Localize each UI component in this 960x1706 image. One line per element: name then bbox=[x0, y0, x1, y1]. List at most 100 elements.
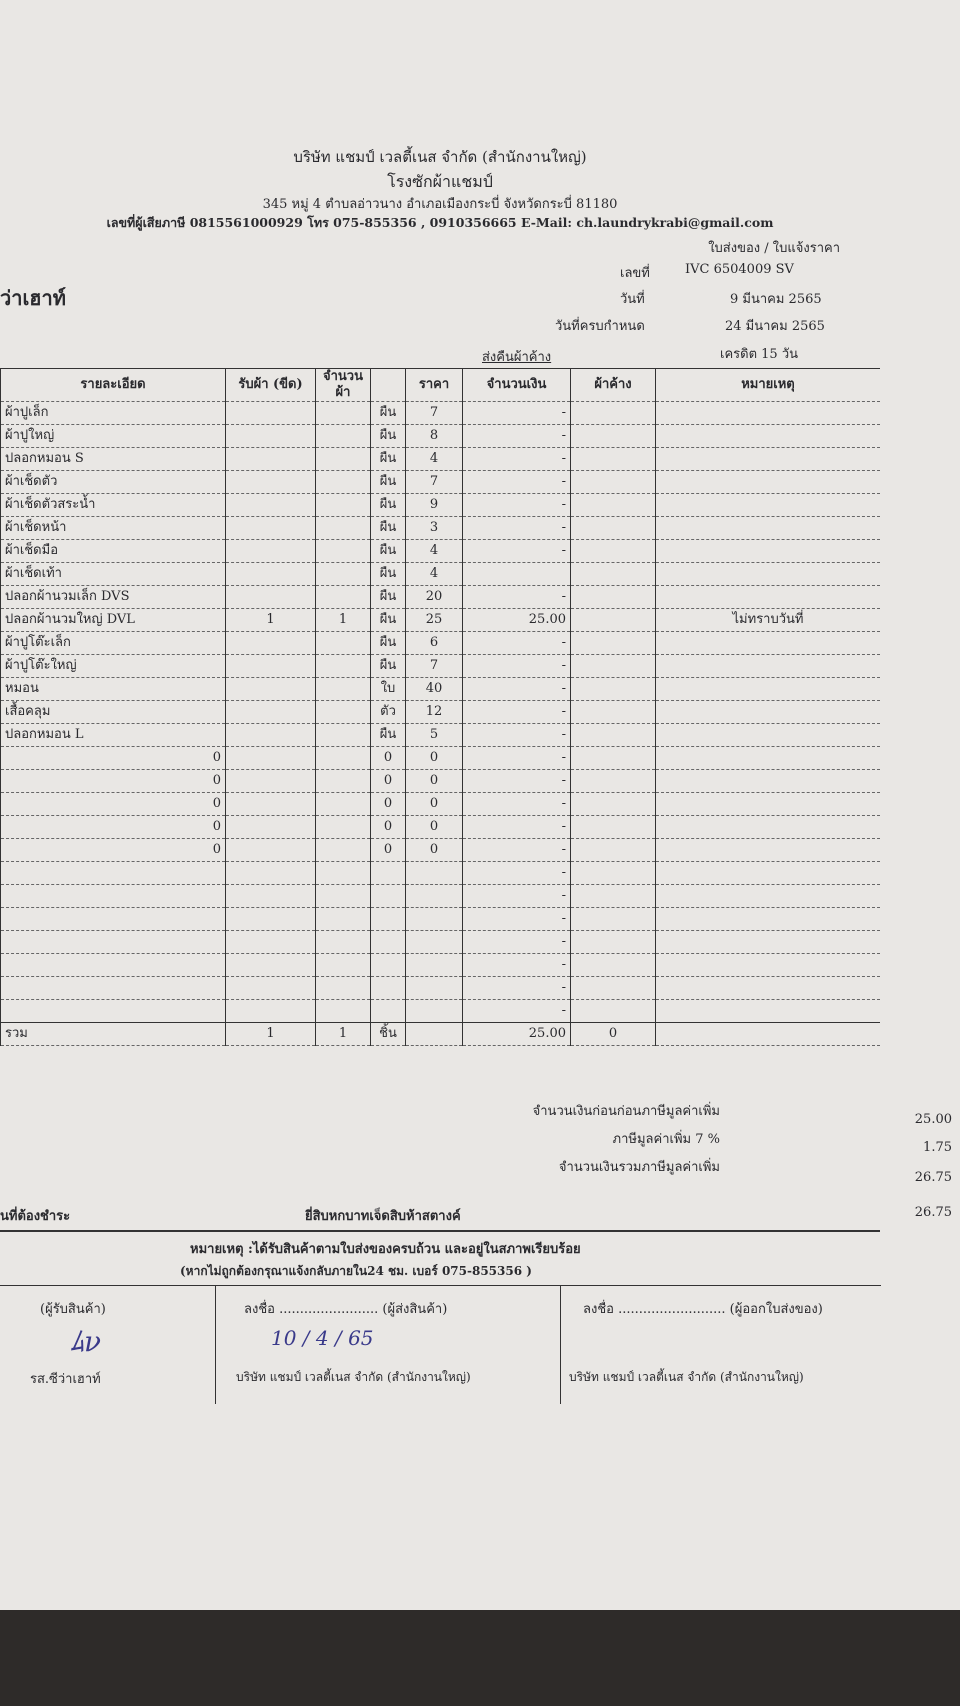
invoice-date: 9 มีนาคม 2565 bbox=[730, 292, 822, 307]
table-cell: 0 bbox=[370, 746, 406, 770]
handwritten-date: 10 / 4 / 65 bbox=[271, 1326, 374, 1350]
table-cell bbox=[570, 654, 656, 678]
table-cell bbox=[0, 884, 226, 908]
table-cell: 0 bbox=[0, 815, 226, 839]
subtotal-label: จำนวนเงินก่อนก่อนภาษีมูลค่าเพิ่ม bbox=[532, 1104, 720, 1119]
table-cell: 5 bbox=[405, 723, 463, 747]
table-cell bbox=[570, 493, 656, 517]
date-label: วันที่ bbox=[620, 292, 645, 307]
table-cell bbox=[315, 792, 371, 816]
due-date: 24 มีนาคม 2565 bbox=[725, 319, 825, 334]
table-row: ปลอกผ้านวมเล็ก DVS ผืน 20- bbox=[0, 585, 880, 609]
table-row: ผ้าเช็ดมือ ผืน 4- bbox=[0, 539, 880, 563]
table-cell: 0 bbox=[0, 838, 226, 862]
table-cell bbox=[315, 861, 371, 885]
table-cell: 1 bbox=[315, 608, 371, 632]
table-cell: 7 bbox=[405, 470, 463, 494]
table-cell bbox=[370, 930, 406, 954]
table-row: - bbox=[0, 907, 880, 931]
table-row: ผ้าปูโต๊ะเล็ก ผืน 6- bbox=[0, 631, 880, 655]
table-cell: 1 bbox=[315, 1022, 371, 1046]
table-cell: - bbox=[462, 493, 571, 517]
table-row: ปลอกผ้านวมใหญ่ DVL 1 1 ผืน 25 25.00 ไม่ทราบวัน… bbox=[0, 608, 880, 632]
table-cell bbox=[370, 884, 406, 908]
table-cell bbox=[315, 700, 371, 724]
table-cell bbox=[225, 815, 316, 839]
table-cell bbox=[570, 815, 656, 839]
table-cell: ผืน bbox=[370, 723, 406, 747]
table-cell bbox=[570, 631, 656, 655]
table-row: - bbox=[0, 884, 880, 908]
table-cell: - bbox=[462, 815, 571, 839]
table-cell bbox=[655, 585, 880, 609]
payable-label: นที่ต้องชำระ bbox=[0, 1209, 71, 1224]
table-row: ผ้าเช็ดตัว ผืน 7- bbox=[0, 470, 880, 494]
table-cell: ผ้าเช็ดมือ bbox=[0, 539, 226, 563]
address: 345 หมู่ 4 ตำบลอ่าวนาง อำเภอเมืองกระบี่ … bbox=[262, 197, 618, 212]
table-cell: ผ้าเช็ดหน้า bbox=[0, 516, 226, 540]
table-cell: - bbox=[462, 677, 571, 701]
table-row: ผ้าเช็ดหน้า ผืน 3- bbox=[0, 516, 880, 540]
table-cell bbox=[315, 907, 371, 931]
table-cell: ผืน bbox=[370, 585, 406, 609]
table-cell: 0 bbox=[370, 815, 406, 839]
table-cell bbox=[570, 953, 656, 977]
sign-prefix: ลงชื่อ bbox=[583, 1302, 614, 1317]
table-cell: ชิ้น bbox=[370, 1022, 406, 1046]
table-cell bbox=[0, 976, 226, 1000]
table-cell bbox=[225, 769, 316, 793]
table-cell bbox=[655, 884, 880, 908]
table-row: ผ้าเช็ดเท้า ผืน 4 bbox=[0, 562, 880, 586]
table-cell bbox=[315, 746, 371, 770]
table-cell bbox=[315, 884, 371, 908]
issuer-company: บริษัท แชมป์ เวลตี้เนส จำกัด (สำนักงานให… bbox=[569, 1370, 804, 1384]
table-cell bbox=[315, 631, 371, 655]
table-cell bbox=[370, 999, 406, 1023]
table-cell bbox=[0, 930, 226, 954]
table-cell bbox=[315, 999, 371, 1023]
table-cell: ผืน bbox=[370, 539, 406, 563]
table-cell bbox=[570, 838, 656, 862]
table-cell: - bbox=[462, 539, 571, 563]
table-cell: 7 bbox=[405, 401, 463, 425]
table-cell bbox=[225, 516, 316, 540]
table-cell bbox=[655, 677, 880, 701]
table-cell: - bbox=[462, 999, 571, 1023]
table-row: ปลอกหมอน L ผืน 5- bbox=[0, 723, 880, 747]
table-cell: ผืน bbox=[370, 654, 406, 678]
table-cell bbox=[655, 907, 880, 931]
grand-total: 26.75 bbox=[914, 1170, 952, 1185]
table-cell bbox=[0, 861, 226, 885]
table-cell: 0 bbox=[405, 746, 463, 770]
table-cell bbox=[225, 976, 316, 1000]
table-row: ผ้าเช็ดตัวสระน้ำ ผืน 9- bbox=[0, 493, 880, 517]
column-header: หมายเหตุ bbox=[655, 368, 880, 402]
table-cell bbox=[315, 838, 371, 862]
table-cell: ผ้าเช็ดตัว bbox=[0, 470, 226, 494]
due-label: วันที่ครบกำหนด bbox=[555, 319, 645, 334]
table-cell bbox=[225, 792, 316, 816]
table-cell: หมอน bbox=[0, 677, 226, 701]
table-cell bbox=[570, 585, 656, 609]
table-cell bbox=[370, 953, 406, 977]
table-cell bbox=[655, 700, 880, 724]
table-cell bbox=[0, 999, 226, 1023]
company-name: บริษัท แชมป์ เวลตี้เนส จำกัด (สำนักงานให… bbox=[293, 148, 587, 166]
table-cell bbox=[315, 447, 371, 471]
table-cell: 0 bbox=[0, 769, 226, 793]
table-cell bbox=[655, 723, 880, 747]
table-cell: 0 bbox=[0, 792, 226, 816]
table-cell: 25 bbox=[405, 608, 463, 632]
table-cell bbox=[570, 792, 656, 816]
items-table: รายละเอียด รับผ้า (ขีด) จำนวนผ้า ราคา จำนวนเ… bbox=[0, 368, 880, 1046]
table-cell: ผ้าเช็ดตัวสระน้ำ bbox=[0, 493, 226, 517]
sender-company: บริษัท แชมป์ เวลตี้เนส จำกัด (สำนักงานให… bbox=[236, 1370, 471, 1384]
table-cell: 0 bbox=[405, 769, 463, 793]
table-cell: ผ้าปูโต๊ะเล็ก bbox=[0, 631, 226, 655]
table-cell bbox=[225, 401, 316, 425]
table-cell bbox=[225, 861, 316, 885]
table-cell: - bbox=[462, 792, 571, 816]
table-cell bbox=[570, 884, 656, 908]
